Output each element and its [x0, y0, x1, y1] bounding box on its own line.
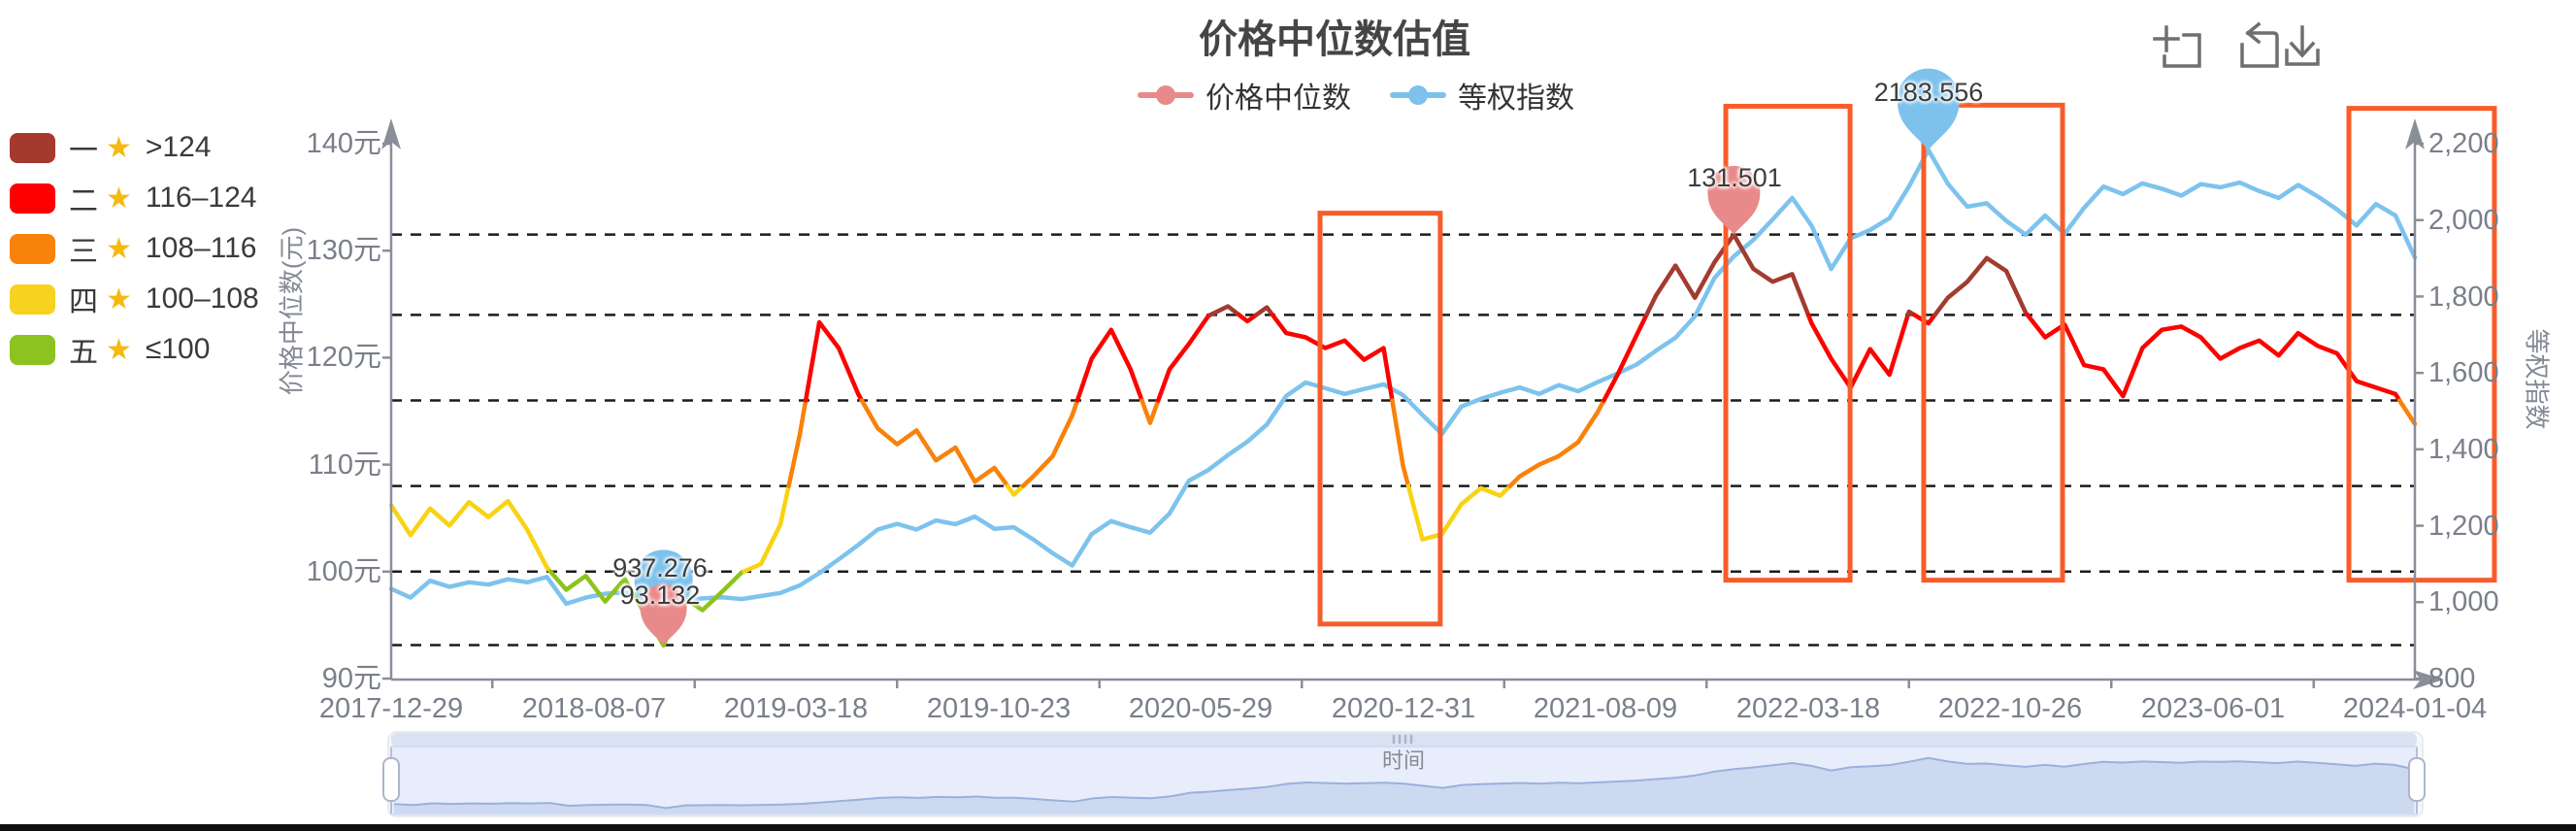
x-tick: 2021-08-09	[1533, 693, 1678, 724]
restore-icon[interactable]	[2240, 21, 2279, 68]
datazoom-slider[interactable]	[382, 731, 2426, 817]
rating-item-3-star[interactable]: 三 ★ 108–116	[10, 223, 259, 274]
markpoint-label-median-min: 93.132	[619, 581, 701, 610]
line-dot-marker-icon	[1390, 84, 1446, 106]
y-left-tick: 110元	[308, 449, 381, 481]
y-right-tick: 2,000	[2428, 205, 2499, 236]
x-tick: 2020-05-29	[1128, 693, 1273, 724]
rating-swatch	[10, 132, 55, 163]
legend-item-price-median[interactable]: 价格中位数	[1138, 74, 1351, 116]
datazoom-axis-label: 时间	[1381, 748, 1425, 773]
rating-item-5-star[interactable]: 五 ★ ≤100	[10, 324, 259, 375]
x-tick: 2017-12-29	[318, 693, 464, 724]
x-tick: 2018-08-07	[521, 693, 667, 724]
rating-item-1-star[interactable]: 一 ★ >124	[10, 122, 259, 173]
y-right-tick: 1,800	[2428, 282, 2499, 313]
reference-dashed-lines	[391, 233, 2415, 647]
datazoom-mini-chart	[393, 756, 2415, 814]
y-right-tick: 800	[2428, 663, 2476, 694]
x-tick: 2023-06-01	[2140, 693, 2286, 724]
x-tick: 2019-10-23	[926, 693, 1072, 724]
page-title: 价格中位数估值	[1199, 18, 1470, 61]
datazoom-left-handle[interactable]	[382, 757, 400, 802]
markpoint-pins	[634, 68, 1960, 646]
x-tick: 2019-03-18	[723, 693, 869, 724]
star-icon: ★	[106, 283, 132, 316]
save-image-icon[interactable]	[2285, 25, 2320, 66]
star-icon: ★	[106, 333, 132, 366]
rating-swatch	[10, 233, 55, 264]
x-tick: 2024-01-04	[2342, 693, 2488, 724]
y-right-tick: 1,600	[2428, 357, 2499, 388]
rating-swatch	[10, 283, 55, 315]
y-left-tick: 130元	[306, 235, 381, 266]
y-right-tick: 1,400	[2428, 434, 2499, 465]
star-icon: ★	[106, 131, 132, 164]
y-left-tick: 100元	[306, 556, 381, 587]
y-left-tick: 90元	[321, 663, 381, 694]
y-right-axis-name: 等权指数	[2522, 328, 2552, 430]
axes	[382, 138, 2430, 688]
rating-item-2-star[interactable]: 二 ★ 116–124	[10, 173, 259, 223]
y-left-tick: 140元	[306, 128, 381, 159]
datazoom-right-handle[interactable]	[2408, 757, 2426, 802]
x-tick: 2022-03-18	[1735, 693, 1881, 724]
y-right-tick: 1,200	[2428, 511, 2499, 542]
y-right-tick: 1,000	[2428, 586, 2499, 617]
star-icon: ★	[106, 232, 132, 265]
markpoint-label-eq-min: 937.276	[612, 553, 708, 582]
window-bottom-edge	[0, 824, 2576, 831]
series-legend: 价格中位数 等权指数	[1045, 74, 1667, 116]
axis-arrows	[381, 118, 2444, 689]
datazoom-grip-icon	[1392, 735, 1413, 744]
y-left-tick: 120元	[306, 342, 381, 373]
y-right-tick: 2,200	[2428, 128, 2499, 159]
datazoom-move-handle[interactable]	[391, 733, 2417, 747]
markpoint-label-eq-max: 2183.556	[1873, 78, 1984, 107]
line-dot-marker-icon	[1138, 84, 1194, 106]
legend-item-equal-weight-index[interactable]: 等权指数	[1390, 74, 1574, 116]
x-tick: 2020-12-31	[1331, 693, 1476, 724]
area-zoom-icon[interactable]	[2153, 25, 2201, 68]
star-icon: ★	[106, 182, 132, 215]
y-left-axis-name: 价格中位数(元)	[277, 226, 307, 396]
rating-legend: 一 ★ >124 二 ★ 116–124 三 ★ 108–116 四 ★ 100…	[10, 122, 259, 375]
markpoint-label-median-max: 131.501	[1687, 163, 1782, 192]
rating-item-4-star[interactable]: 四 ★ 100–108	[10, 274, 259, 324]
rating-swatch	[10, 183, 55, 214]
rating-swatch	[10, 334, 55, 365]
highlight-rectangles	[1317, 102, 2497, 627]
x-tick: 2022-10-26	[1937, 693, 2083, 724]
